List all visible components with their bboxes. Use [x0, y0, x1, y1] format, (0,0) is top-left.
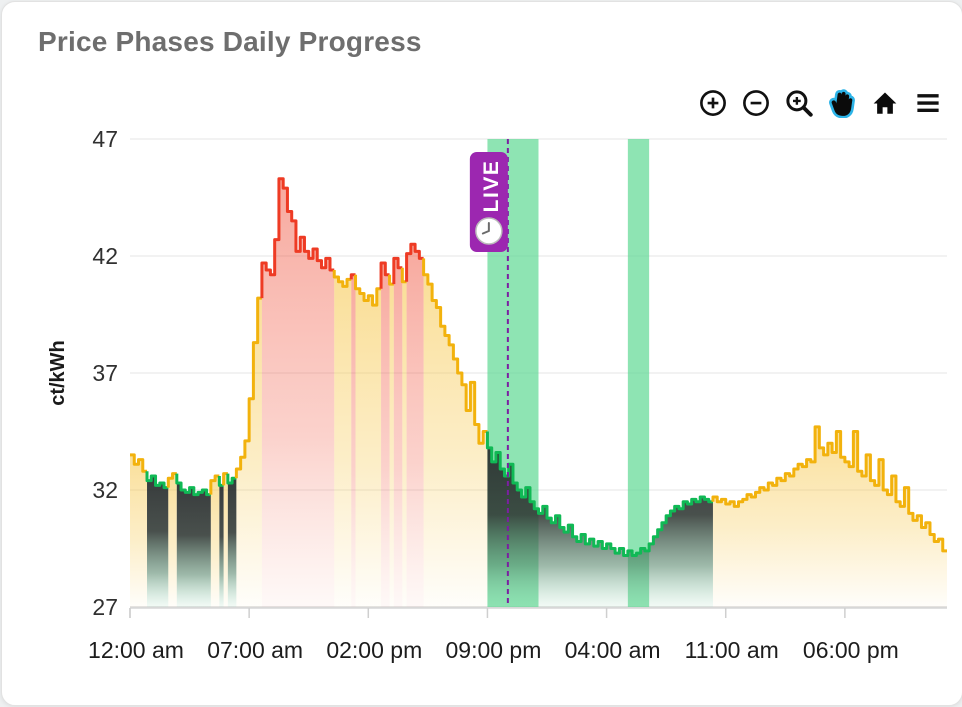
- area-fill-cheap: [487, 447, 713, 607]
- area-fill-normal: [223, 473, 228, 607]
- area-fill-expensive: [406, 244, 424, 608]
- area-fill-cheap: [227, 478, 237, 607]
- area-fill-normal: [355, 288, 382, 607]
- area-fill-expensive: [393, 258, 403, 607]
- x-tick-label: 11:00 am: [685, 637, 779, 663]
- pan-icon[interactable]: [822, 84, 862, 122]
- home-icon[interactable]: [865, 84, 905, 122]
- menu-icon[interactable]: [908, 84, 948, 122]
- x-tick-label: 12:00 am: [88, 637, 184, 663]
- area-fill-normal: [236, 298, 262, 607]
- price-step-line-expensive: [405, 242, 424, 282]
- zoom-out-icon[interactable]: [736, 84, 776, 122]
- area-fill-expensive: [351, 274, 356, 607]
- x-tick-label: 02:00 pm: [326, 637, 422, 663]
- x-tick-label: 09:00 pm: [445, 637, 541, 663]
- price-step-line-expensive: [379, 261, 390, 289]
- price-step-line-cheap: [145, 471, 169, 490]
- chart-toolbar: [693, 84, 948, 122]
- y-tick-label: 32: [92, 477, 118, 503]
- price-step-line-cheap: [485, 431, 713, 558]
- area-fill-normal: [130, 454, 148, 607]
- price-step-line-expensive: [392, 256, 403, 285]
- y-tick-label: 42: [92, 243, 118, 269]
- area-fill-normal: [402, 281, 407, 607]
- area-fill-cheap: [219, 485, 224, 607]
- area-fill-normal: [389, 284, 394, 607]
- x-tick-label: 04:00 am: [565, 637, 661, 663]
- area-fill-cheap: [176, 482, 211, 607]
- cheap-phase-band: [627, 139, 650, 607]
- area-fill-expensive: [261, 178, 335, 607]
- chart-title: Price Phases Daily Progress: [38, 26, 422, 57]
- box-zoom-icon[interactable]: [779, 84, 819, 122]
- price-step-line-cheap: [175, 473, 211, 497]
- area-fill-cheap: [147, 475, 169, 607]
- area-fill-normal: [168, 473, 177, 607]
- x-tick-label: 07:00 am: [207, 637, 303, 663]
- price-step-line-expensive: [260, 177, 335, 299]
- price-step-line-normal: [422, 258, 488, 445]
- area-fill-normal: [210, 475, 220, 607]
- area-fill-normal: [423, 274, 488, 607]
- clock-hands: [481, 222, 490, 235]
- price-step-line-normal: [354, 274, 382, 307]
- area-fill-normal: [334, 277, 352, 607]
- price-step-line-normal: [130, 453, 148, 473]
- area-fill-expensive: [381, 263, 390, 607]
- y-tick-label: 37: [92, 360, 118, 386]
- x-tick-label: 06:00 pm: [803, 637, 899, 663]
- price-step-line-cheap: [226, 473, 237, 485]
- price-step-line-normal: [166, 472, 177, 488]
- price-step-line-normal: [234, 296, 262, 479]
- price-step-line-normal: [332, 270, 352, 288]
- y-tick-label: 47: [92, 126, 118, 152]
- live-badge-label: LIVE: [480, 160, 503, 213]
- price-step-line-normal: [209, 474, 220, 495]
- y-axis-title: ct/kWh: [47, 340, 69, 406]
- area-fill-normal: [712, 426, 947, 607]
- price-step-line-normal: [711, 425, 947, 553]
- y-tick-label: 27: [92, 594, 118, 620]
- zoom-in-icon[interactable]: [693, 84, 733, 122]
